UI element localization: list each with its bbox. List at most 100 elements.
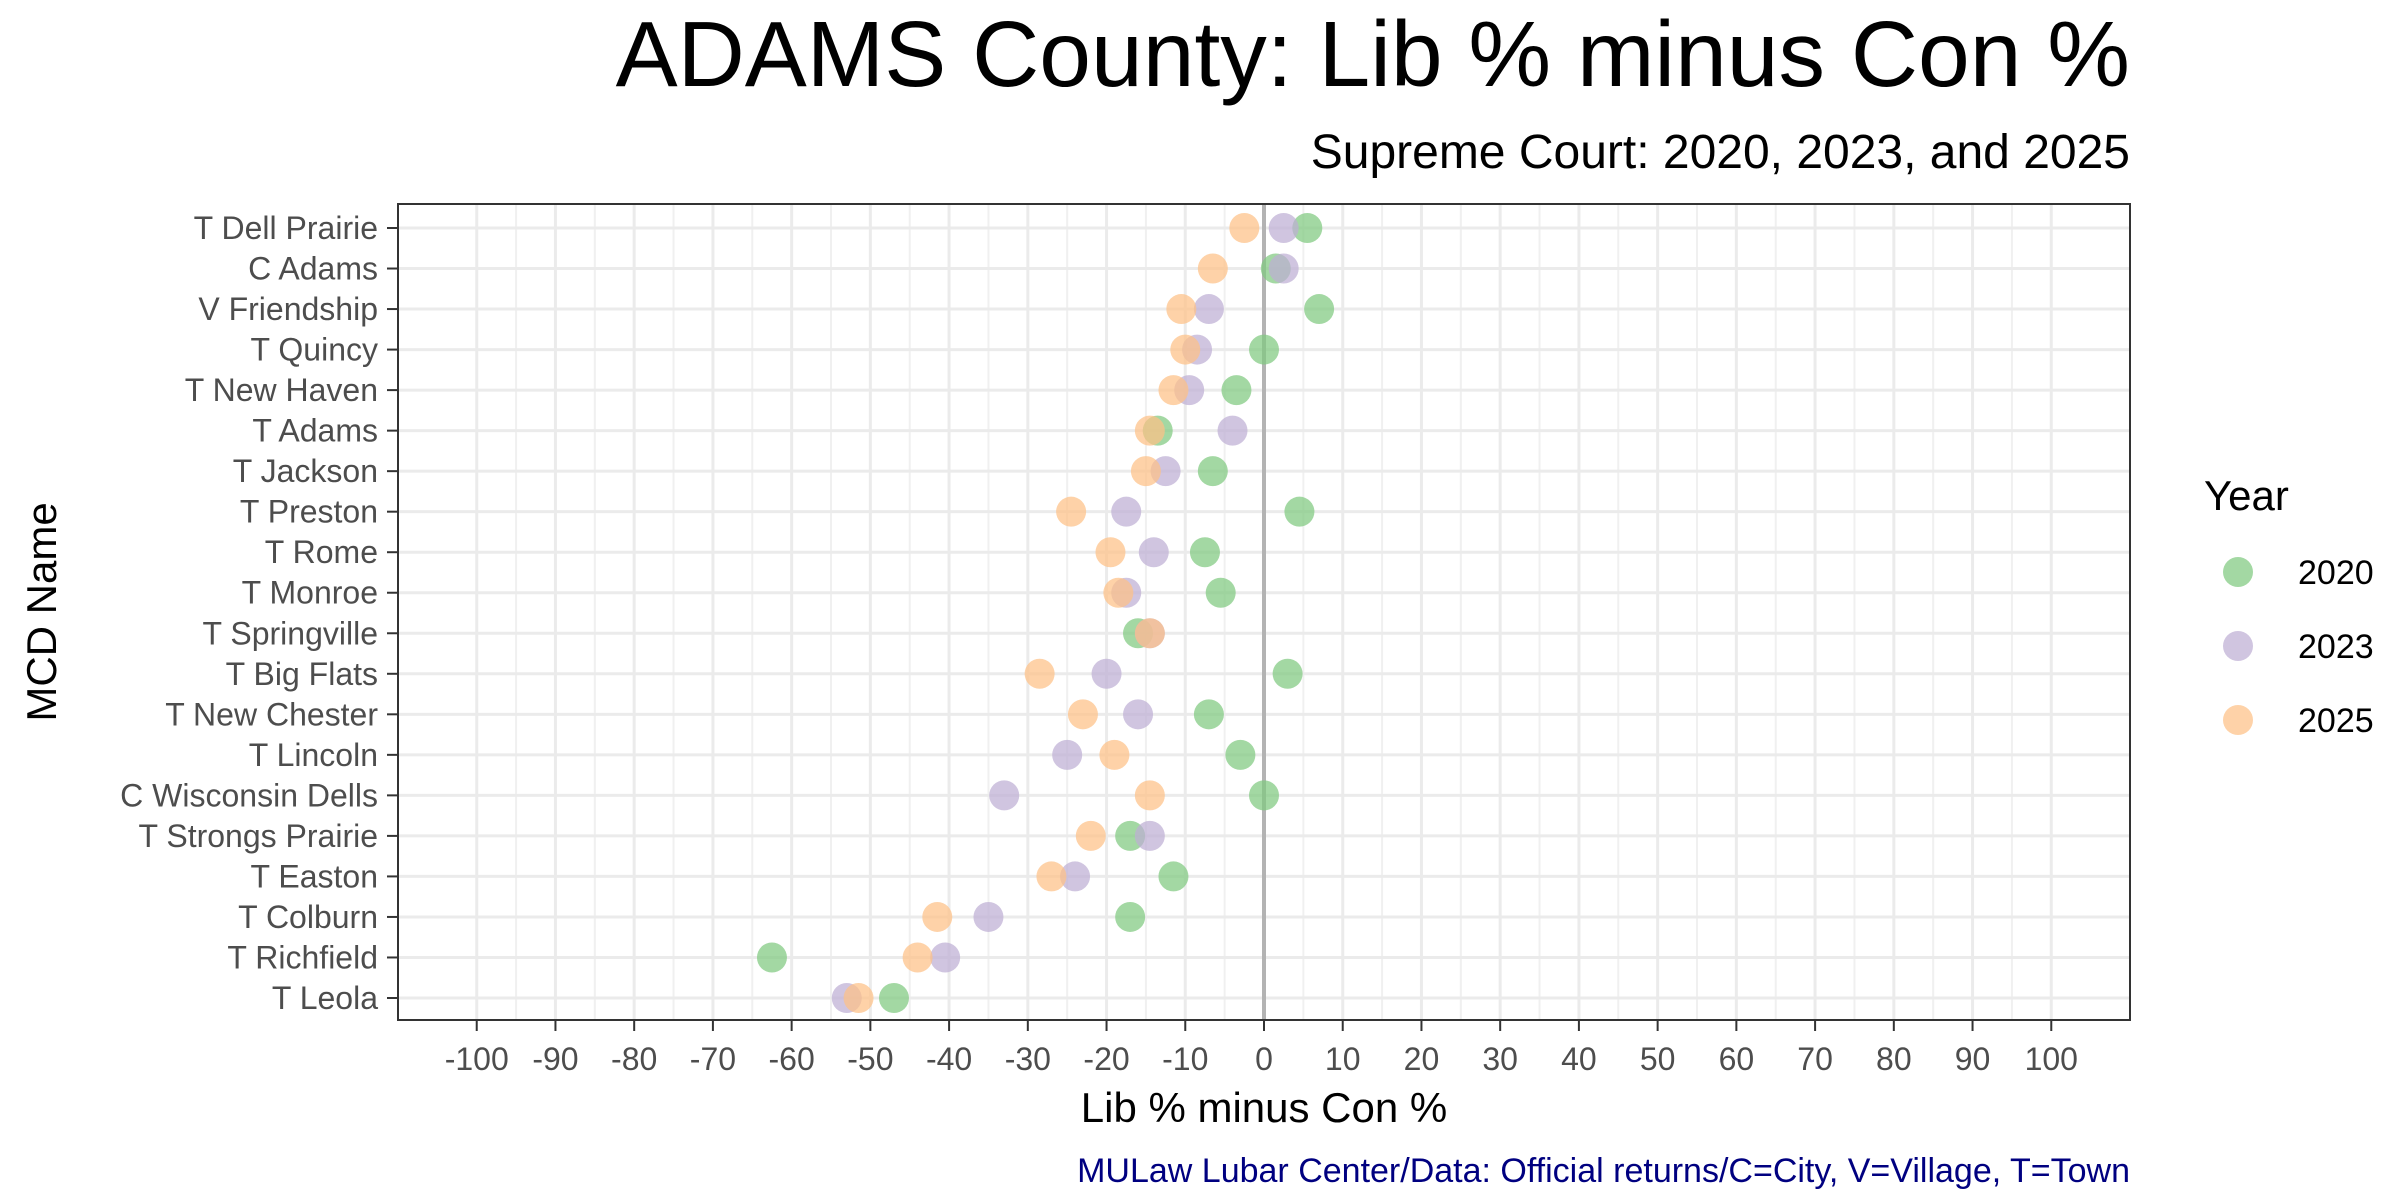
y-axis: T Dell Prairie C Adams V Friendship T Quinc… — [120, 210, 398, 1016]
y-tick-label: T Big Flats — [226, 656, 378, 692]
legend-key-2020 — [2223, 557, 2253, 587]
point-2025-t-richfield — [902, 942, 933, 973]
point-2025-t-adams — [1134, 415, 1165, 446]
point-2020-t-rome — [1189, 537, 1220, 568]
legend-label-2020: 2020 — [2298, 554, 2374, 592]
point-2025-t-springville — [1134, 618, 1165, 649]
x-tick-label: -10 — [1162, 1041, 1208, 1077]
y-tick-label: T Monroe — [242, 575, 378, 611]
legend-title: Year — [2204, 472, 2289, 519]
x-tick-label: -90 — [532, 1041, 578, 1077]
point-2023-c-adams — [1268, 253, 1299, 284]
point-2020-t-easton — [1158, 861, 1189, 892]
point-2023-t-new-chester — [1123, 699, 1154, 730]
point-2023-t-big-flats — [1091, 658, 1122, 689]
x-tick-label: -80 — [611, 1041, 657, 1077]
y-tick-label: T Richfield — [227, 939, 378, 975]
y-tick-label: T Strongs Prairie — [139, 818, 379, 854]
point-2025-c-adams — [1197, 253, 1228, 284]
legend-label-2025: 2025 — [2298, 702, 2374, 740]
x-tick-label: 80 — [1876, 1041, 1912, 1077]
legend: Year 2020 2023 2025 — [2204, 472, 2374, 740]
x-tick-label: -50 — [847, 1041, 893, 1077]
x-tick-label: 60 — [1719, 1041, 1755, 1077]
point-2020-t-monroe — [1205, 577, 1236, 608]
grid-minor-x — [515, 204, 2013, 1020]
x-tick-label: -100 — [445, 1041, 509, 1077]
x-tick-label: 50 — [1640, 1041, 1676, 1077]
point-2020-t-big-flats — [1272, 658, 1303, 689]
point-2020-t-leola — [878, 983, 909, 1013]
point-2025-t-new-haven — [1158, 375, 1189, 406]
point-2023-v-friendship — [1193, 294, 1224, 325]
point-2025-t-rome — [1095, 537, 1126, 568]
point-2023-t-colburn — [973, 901, 1004, 932]
point-2020-t-new-chester — [1193, 699, 1224, 730]
point-2023-c-wisconsin-dells — [989, 780, 1020, 811]
point-2023-t-adams — [1217, 415, 1248, 446]
x-axis: -100 -90 -80 -70 -60 -50 -40 -30 -20 -10 0 10 20 30 40… — [445, 1020, 2078, 1077]
x-tick-label: -30 — [1005, 1041, 1051, 1077]
y-tick-label: C Wisconsin Dells — [120, 777, 378, 813]
point-2025-t-new-chester — [1067, 699, 1098, 730]
point-2020-v-friendship — [1304, 294, 1335, 325]
point-2020-t-lincoln — [1225, 739, 1256, 770]
x-tick-label: 10 — [1325, 1041, 1361, 1077]
legend-key-2025 — [2223, 705, 2253, 735]
point-2020-t-jackson — [1197, 456, 1228, 487]
y-tick-label: T Rome — [265, 534, 378, 570]
point-2025-t-quincy — [1170, 334, 1201, 365]
chart-subtitle: Supreme Court: 2020, 2023, and 2025 — [1311, 126, 2130, 179]
plot-panel — [397, 203, 2131, 1021]
point-2023-t-preston — [1111, 496, 1142, 527]
point-2020-t-preston — [1284, 496, 1315, 527]
point-2023-t-dell-prairie — [1268, 213, 1299, 243]
legend-key-2023 — [2223, 631, 2253, 661]
point-2020-t-quincy — [1249, 334, 1279, 365]
y-tick-label: C Adams — [248, 251, 378, 287]
point-2025-t-jackson — [1130, 456, 1161, 487]
point-2023-t-strongs-prairie — [1134, 820, 1165, 851]
point-2023-t-easton — [1060, 861, 1091, 892]
point-2020-t-new-haven — [1221, 375, 1252, 406]
y-tick-label: T Jackson — [233, 453, 378, 489]
y-tick-label: T Adams — [252, 413, 378, 449]
y-tick-label: T Springville — [203, 615, 378, 651]
y-tick-label: T Preston — [240, 494, 378, 530]
x-tick-label: -60 — [769, 1041, 815, 1077]
point-2025-t-preston — [1056, 496, 1087, 527]
point-2020-t-dell-prairie — [1292, 213, 1323, 243]
point-2020-t-richfield — [756, 942, 787, 973]
point-2020-c-wisconsin-dells — [1249, 780, 1279, 811]
point-2020-t-colburn — [1115, 901, 1146, 932]
x-tick-label: -40 — [926, 1041, 972, 1077]
point-2025-v-friendship — [1166, 294, 1197, 325]
legend-label-2023: 2023 — [2298, 628, 2374, 666]
x-tick-label: 0 — [1255, 1041, 1273, 1077]
chart-caption: MULaw Lubar Center/Data: Official return… — [1077, 1152, 2130, 1190]
x-tick-label: 90 — [1955, 1041, 1991, 1077]
x-tick-label: -20 — [1083, 1041, 1129, 1077]
y-tick-label: T Colburn — [238, 899, 378, 935]
point-2025-t-dell-prairie — [1229, 213, 1260, 243]
x-tick-label: 30 — [1482, 1041, 1518, 1077]
y-tick-label: T Dell Prairie — [194, 210, 378, 246]
y-tick-label: V Friendship — [198, 291, 378, 327]
point-2025-t-big-flats — [1024, 658, 1055, 689]
point-2025-t-colburn — [922, 901, 953, 932]
point-2023-t-richfield — [930, 942, 961, 973]
x-axis-title: Lib % minus Con % — [1081, 1084, 1448, 1131]
point-2025-t-lincoln — [1099, 739, 1130, 770]
data-points — [756, 213, 1335, 1013]
x-tick-label: 20 — [1404, 1041, 1440, 1077]
chart-title: ADAMS County: Lib % minus Con % — [616, 2, 2130, 106]
y-tick-label: T Easton — [251, 858, 378, 894]
x-tick-label: 70 — [1797, 1041, 1833, 1077]
y-tick-label: T Quincy — [251, 332, 378, 368]
y-tick-label: T New Chester — [165, 696, 378, 732]
point-2025-t-strongs-prairie — [1075, 820, 1106, 851]
point-2025-t-monroe — [1103, 577, 1134, 608]
y-tick-label: T New Haven — [185, 372, 378, 408]
point-2025-c-wisconsin-dells — [1134, 780, 1165, 811]
